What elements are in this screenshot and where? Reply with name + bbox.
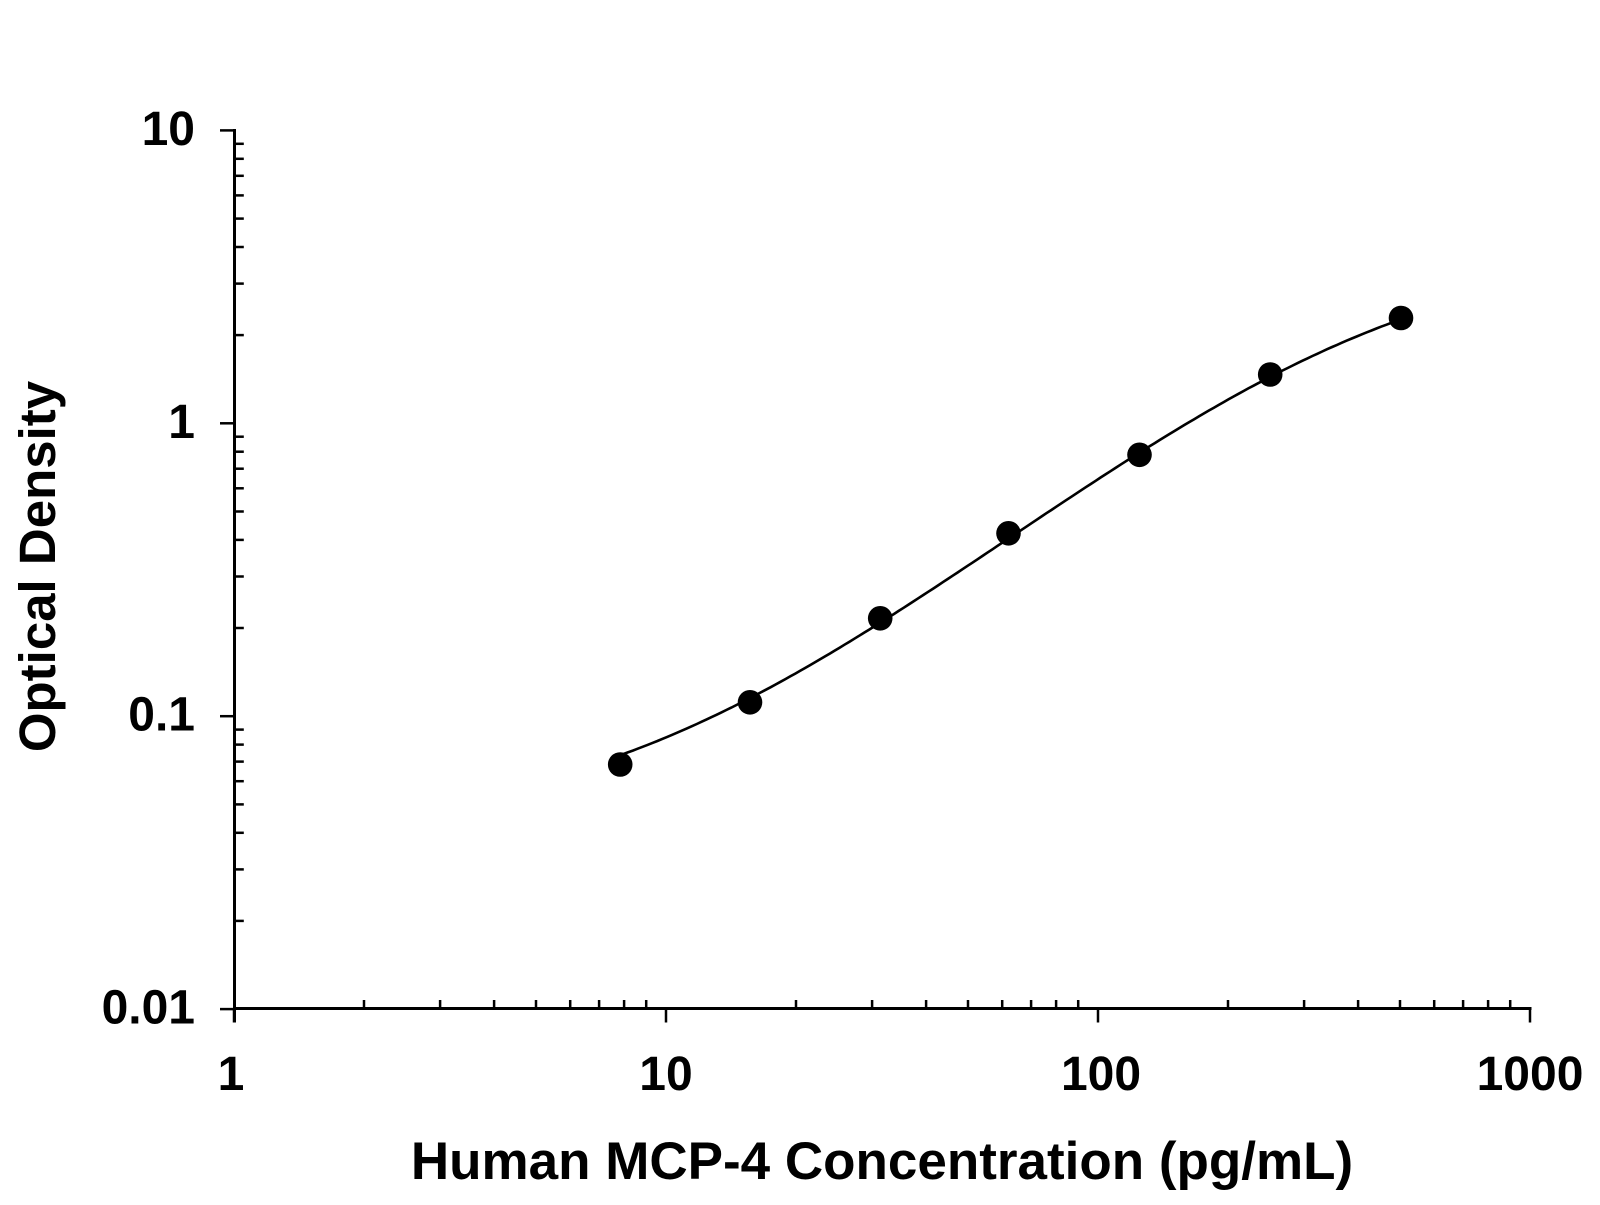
svg-text:10: 10 — [639, 1048, 692, 1101]
svg-text:Optical Density: Optical Density — [9, 380, 66, 752]
svg-text:0.1: 0.1 — [128, 689, 195, 742]
svg-text:1000: 1000 — [1477, 1048, 1584, 1101]
svg-text:100: 100 — [1061, 1048, 1141, 1101]
svg-text:10: 10 — [142, 103, 195, 156]
svg-text:0.01: 0.01 — [102, 982, 195, 1035]
svg-text:1: 1 — [218, 1048, 245, 1101]
svg-text:Human MCP-4 Concentration (pg/: Human MCP-4 Concentration (pg/mL) — [411, 1132, 1353, 1191]
svg-text:1: 1 — [168, 396, 195, 449]
